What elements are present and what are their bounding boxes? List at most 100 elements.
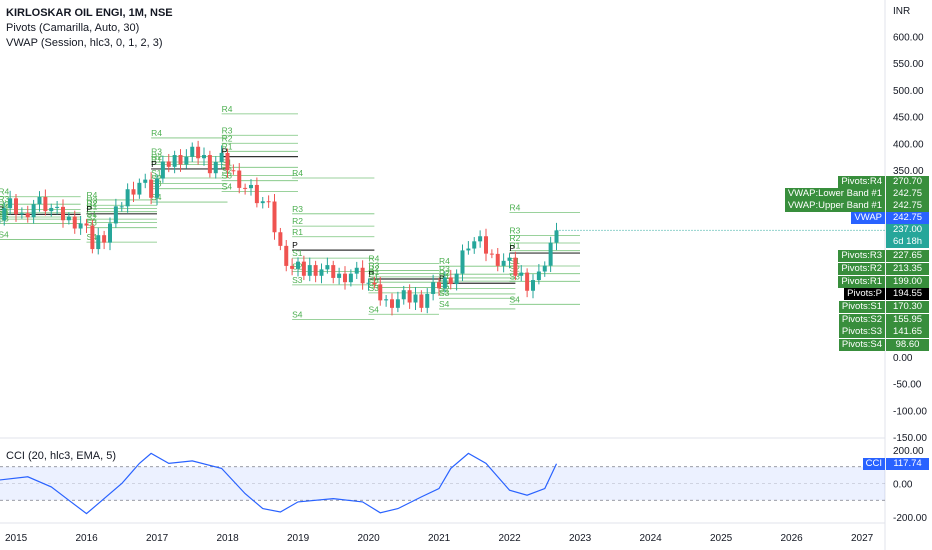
price-tick-label: -150.00	[893, 433, 927, 444]
time-tick-label: 2015	[5, 533, 28, 544]
time-tick-label: 2020	[358, 533, 381, 544]
price-badge-label: Pivots:S3	[838, 326, 885, 338]
candle-body	[431, 282, 436, 294]
cci-line	[0, 452, 558, 515]
pivot-lines	[0, 113, 580, 321]
candle-body	[184, 156, 189, 165]
candle-body	[254, 184, 259, 204]
candle-body	[225, 152, 230, 171]
pivot-label-s2: S2	[222, 165, 233, 175]
candle-body	[37, 196, 42, 205]
candle-body	[460, 250, 465, 274]
candle-body	[196, 146, 201, 159]
symbol-legend[interactable]: KIRLOSKAR OIL ENGI, 1M, NSE	[6, 7, 173, 19]
pivot-label-s3: S3	[222, 171, 233, 181]
candle-body	[25, 213, 30, 218]
price-badge-value: 98.60	[886, 339, 929, 351]
cci-legend[interactable]: CCI (20, hlc3, EMA, 5)	[6, 450, 117, 462]
pivot-label-r1: R1	[369, 267, 380, 277]
candle-body	[172, 155, 177, 167]
candle-body	[284, 245, 289, 266]
candle-body	[307, 265, 312, 276]
candle-body	[78, 223, 83, 229]
pivot-label-r4: R4	[439, 256, 450, 266]
candle-body	[466, 248, 471, 251]
candle-body	[190, 146, 195, 157]
pivot-label-p: P	[222, 147, 228, 157]
candle-body	[149, 179, 154, 198]
candle-body	[437, 282, 441, 289]
pivot-label-p: P	[151, 159, 157, 169]
pivot-label-r3: R3	[510, 225, 521, 235]
candle-body	[531, 280, 535, 291]
pivot-label-r2: R2	[292, 216, 303, 226]
pivot-label-s1: S1	[87, 209, 98, 219]
pivot-label-r4: R4	[369, 254, 380, 264]
pivot-label-r1: R1	[510, 241, 521, 251]
candle-body	[90, 225, 95, 250]
candle-body	[155, 178, 159, 198]
candle-body	[442, 277, 447, 289]
candle-body	[96, 235, 101, 250]
cci-tick-label: 0.00	[893, 480, 913, 491]
candle-body	[319, 269, 324, 276]
price-badge-label: Pivots:S2	[838, 314, 885, 326]
pivot-label-r1: R1	[0, 203, 10, 213]
pivot-label-s2: S2	[87, 212, 98, 222]
candle-body	[243, 187, 248, 189]
candle-body	[425, 293, 430, 308]
pivot-label-s2: S2	[439, 284, 450, 294]
pivot-label-r4: R4	[222, 104, 233, 114]
candles	[0, 140, 559, 316]
pivot-label-r3: R3	[369, 260, 380, 270]
price-badge: Pivots:R4 270.70	[0, 176, 932, 188]
cci-tick-label: 200.00	[893, 446, 924, 457]
time-tick-label: 2026	[781, 533, 804, 544]
candle-body	[219, 152, 224, 162]
candle-body	[260, 201, 265, 204]
time-tick-label: 2018	[217, 533, 240, 544]
candle-body	[125, 189, 130, 207]
candle-body	[337, 273, 342, 278]
candle-body	[137, 182, 142, 195]
pivots-legend[interactable]: Pivots (Camarilla, Auto, 30)	[6, 22, 140, 34]
candle-body	[213, 161, 218, 174]
price-badge-value: 213.35	[886, 263, 929, 275]
pivot-label-r2: R2	[510, 233, 521, 243]
pivot-label-p: P	[87, 204, 93, 214]
vwap-legend[interactable]: VWAP (Session, hlc3, 0, 1, 2, 3)	[6, 37, 163, 49]
candle-body	[401, 290, 406, 300]
pivot-label-s2: S2	[151, 173, 162, 183]
price-badge: Pivots:R2 213.35	[0, 263, 932, 275]
candle-body	[325, 265, 330, 270]
pivot-label-s3: S3	[369, 283, 380, 293]
candle-body	[278, 232, 283, 246]
price-badge: VWAP:Upper Band #1 242.75	[0, 200, 932, 212]
time-tick-label: 2023	[569, 533, 592, 544]
price-badge: Pivots:R3 227.65	[0, 250, 932, 262]
pivot-label-r2: R2	[0, 200, 10, 210]
candle-body	[407, 290, 412, 303]
pivot-label-r3: R3	[439, 264, 450, 274]
candle-body	[513, 257, 518, 276]
candle-body	[478, 236, 483, 242]
cci-tick-label: -200.00	[893, 513, 927, 524]
pivot-label-r4: R4	[0, 187, 10, 197]
cci-pane	[0, 452, 885, 515]
price-badge: Pivots:R1 199.00	[0, 276, 932, 288]
price-badge: VWAP:Lower Band #1 242.75	[0, 188, 932, 200]
pivot-label-s1: S1	[151, 168, 162, 178]
candle-body	[354, 267, 359, 274]
candle-body	[207, 155, 212, 174]
candle-body	[343, 273, 347, 283]
candle-body	[525, 272, 530, 291]
price-badge-label: Pivots:R3	[838, 250, 885, 262]
pivot-label-s4: S4	[0, 229, 9, 239]
price-badge: Pivots:S1 170.30	[0, 301, 932, 313]
price-tick-label: 350.00	[893, 166, 924, 177]
time-tick-label: 2025	[710, 533, 733, 544]
pivot-label-r1: R1	[87, 202, 98, 212]
pivot-label-r4: R4	[510, 202, 521, 212]
price-badge-value: 155.95	[886, 314, 929, 326]
